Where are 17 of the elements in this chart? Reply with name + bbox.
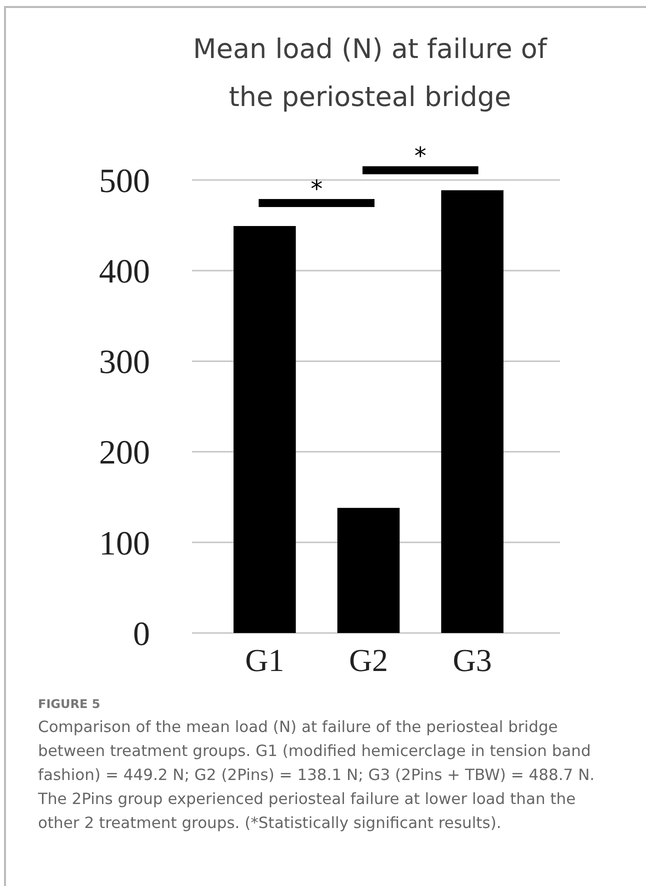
y-tick-label: 300 [99, 344, 150, 382]
y-tick-label: 100 [99, 525, 150, 562]
x-tick-label: G3 [452, 642, 492, 678]
y-tick-label: 400 [99, 254, 150, 290]
bar [337, 508, 400, 633]
bar [234, 226, 296, 633]
annotation: * [310, 175, 323, 204]
x-tick-label: G2 [348, 642, 388, 678]
chart-title: Mean load (N) at failure of the periosteal bridge [192, 33, 548, 115]
y-tick-label: 500 [99, 162, 150, 200]
x-tick-label: G1 [245, 642, 284, 678]
y-tick-label: 0 [133, 616, 150, 653]
bar [441, 190, 504, 633]
y-tick-label: 200 [99, 434, 150, 472]
caption: FIGURE 5 [38, 697, 102, 711]
text: * [414, 142, 426, 170]
text: Comparison of the mean load (N) at failure of the periosteal bridge between treatment groups. G1 (modified hemicerclage in tension band fashion) = 449.2 N; G2 (2Pins) = 138.1 N; G3 (2Pins + TBW) = 488.7 N. The 2Pins group experienced periosteal failure at lower load than the other 2 treatment groups. (*Statistically significant results). [38, 717, 596, 834]
